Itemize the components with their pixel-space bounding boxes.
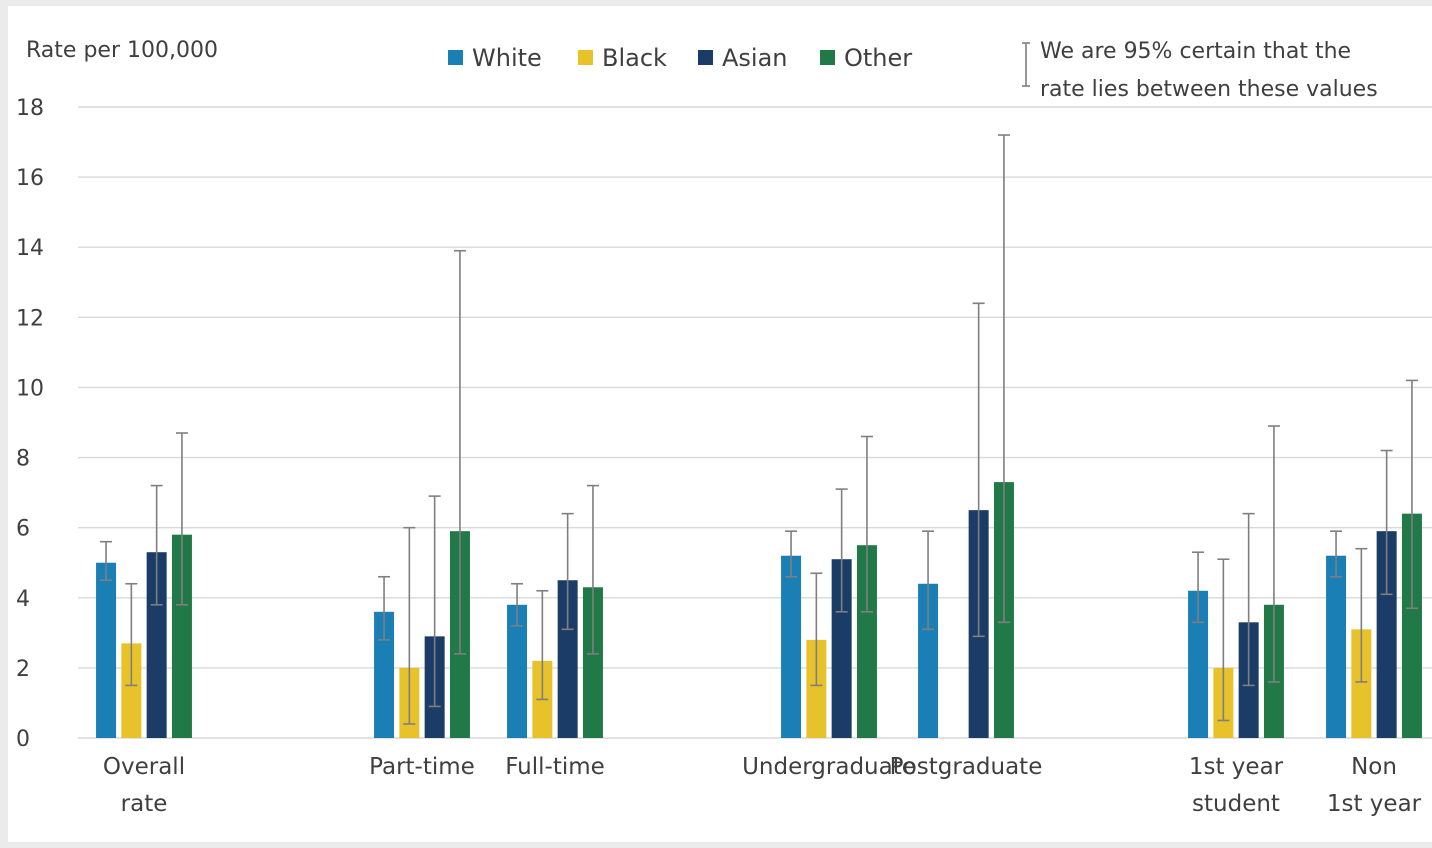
y-tick-label: 16 — [16, 166, 44, 191]
y-tick-label: 12 — [16, 306, 44, 331]
y-tick-label: 8 — [16, 447, 30, 472]
category-labels: Overall rate Part-time Full-time Undergradua… — [103, 754, 1422, 817]
bar-chart: 0 2 4 6 8 10 12 14 16 18 Overall rate Part-time Full… — [16, 38, 1432, 817]
y-tick-label: 2 — [16, 657, 30, 682]
bar-asian — [831, 559, 852, 738]
category-label: Part-time — [369, 754, 475, 780]
bar-white — [374, 611, 395, 738]
bar-other — [171, 534, 192, 738]
y-tick-label: 10 — [16, 376, 44, 401]
category-label: Non — [1351, 754, 1397, 780]
category-label: Postgraduate — [890, 754, 1043, 780]
bar-white — [96, 562, 117, 738]
bar-white — [507, 604, 528, 738]
legend-swatch — [448, 50, 463, 65]
y-tick-label: 6 — [16, 517, 30, 542]
bar-other — [582, 587, 603, 738]
category-label: Undergraduate — [742, 754, 916, 780]
y-tick-label: 4 — [16, 587, 30, 612]
bar-white — [781, 555, 802, 738]
bar-white — [918, 583, 939, 738]
bar-white — [1188, 590, 1209, 738]
bar-black — [1351, 629, 1372, 738]
bar-black — [121, 643, 142, 738]
legend-label: Asian — [722, 44, 788, 72]
y-tick-label: 14 — [16, 236, 44, 261]
error-bar-note-line-2: rate lies between these values — [1040, 77, 1378, 102]
bar-white — [1326, 555, 1347, 738]
category-label: student — [1192, 791, 1280, 817]
legend-label: White — [472, 44, 542, 72]
bar-other — [856, 545, 877, 738]
error-bars — [100, 134, 1418, 725]
legend-swatch — [578, 50, 593, 65]
bar-black — [806, 639, 827, 738]
error-bar-note: We are 95% certain that the rate lies be… — [1022, 39, 1378, 102]
y-axis-ticks: 0 2 4 6 8 10 12 14 16 18 — [16, 96, 44, 752]
category-label: Full-time — [505, 754, 605, 780]
y-tick-label: 0 — [16, 727, 30, 752]
legend-swatch — [820, 50, 835, 65]
legend-label: Other — [844, 44, 912, 72]
gridlines — [78, 106, 1432, 739]
legend-swatch — [698, 50, 713, 65]
legend-label: Black — [602, 44, 667, 72]
category-label: 1st year — [1189, 754, 1284, 780]
y-tick-label: 18 — [16, 96, 44, 121]
chart-container: 0 2 4 6 8 10 12 14 16 18 Overall rate Part-time Full… — [8, 6, 1432, 842]
bar-asian — [146, 552, 167, 738]
bar-other — [1401, 513, 1422, 738]
error-bar-note-line-1: We are 95% certain that the — [1040, 39, 1351, 64]
legend: White Black Asian Other — [448, 44, 912, 72]
category-label: rate — [121, 791, 168, 817]
category-label: Overall — [103, 754, 185, 780]
bar-asian — [1376, 531, 1397, 738]
y-axis-label: Rate per 100,000 — [26, 38, 218, 63]
category-label: 1st year — [1327, 791, 1422, 817]
bar-asian — [557, 580, 578, 738]
